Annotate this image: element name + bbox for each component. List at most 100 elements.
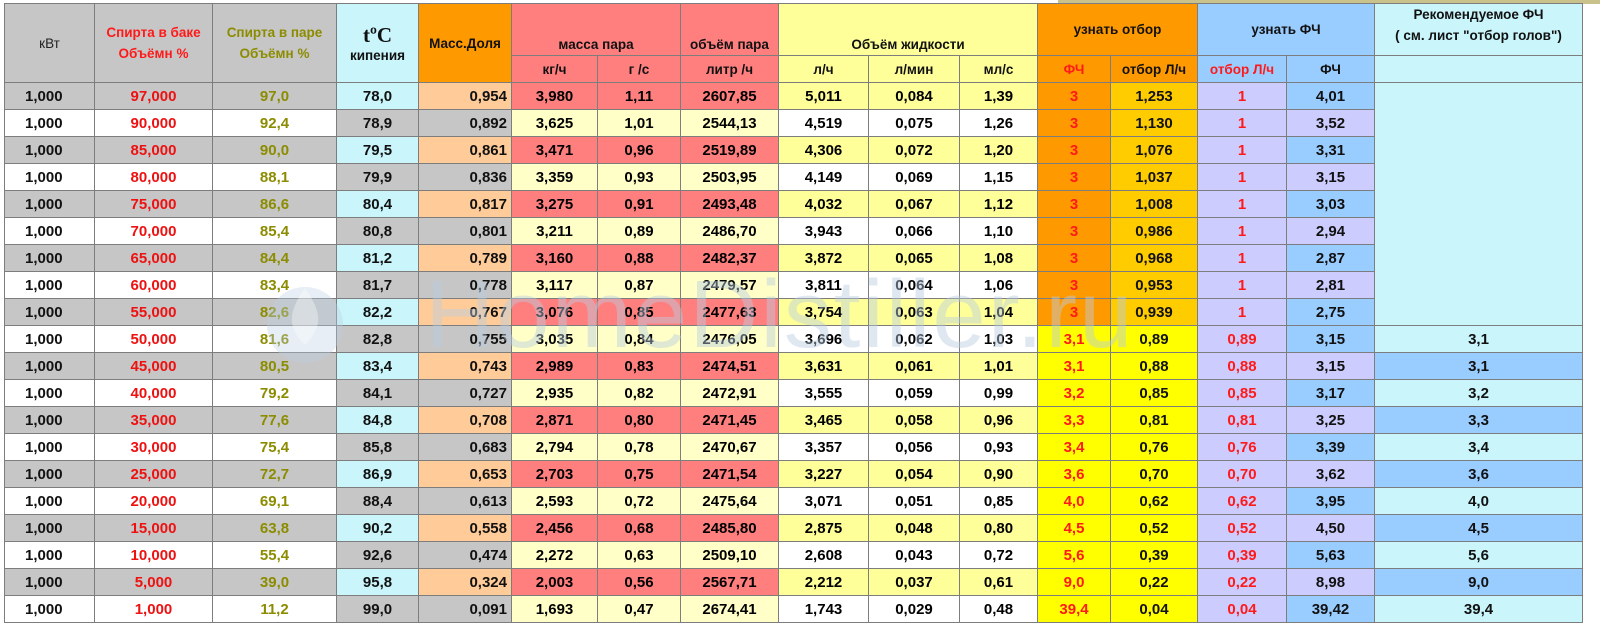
cell-mass: 0,892 — [418, 109, 512, 137]
cell-vapor-vol: 2607,85 — [680, 82, 779, 110]
cell-kgh: 1,693 — [511, 595, 598, 623]
cell-mass: 0,558 — [418, 514, 512, 542]
cell-otbor: 1,037 — [1110, 163, 1198, 191]
cell-zh-lh: 3,357 — [778, 433, 869, 461]
cell-fc: 3,6 — [1037, 460, 1111, 488]
cell-fc: 3,4 — [1037, 433, 1111, 461]
cell-par: 81,6 — [212, 325, 337, 353]
cell-zh-mls: 0,80 — [959, 514, 1038, 542]
cell-bak: 55,000 — [94, 298, 213, 326]
cell-mass: 0,324 — [418, 568, 512, 596]
cell-zh-lmin: 0,051 — [868, 487, 960, 515]
cell-bak: 1,000 — [94, 595, 213, 623]
cell-kgh: 2,272 — [511, 541, 598, 569]
cell-mass: 0,861 — [418, 136, 512, 164]
cell-kw: 1,000 — [4, 433, 95, 461]
cell-vapor-vol: 2674,41 — [680, 595, 779, 623]
cell-temp: 80,4 — [336, 190, 419, 218]
cell-zh-lh: 3,696 — [778, 325, 869, 353]
cell-gs: 1,11 — [597, 82, 681, 110]
cell-vapor-vol: 2479,57 — [680, 271, 779, 299]
cell-gs: 0,88 — [597, 244, 681, 272]
cell-gs: 0,89 — [597, 217, 681, 245]
cell-bak: 80,000 — [94, 163, 213, 191]
header-zh-mls: мл/с — [959, 55, 1038, 83]
header-zh-lh: л/ч — [778, 55, 869, 83]
cell-bak: 90,000 — [94, 109, 213, 137]
cell-otbor: 0,85 — [1110, 379, 1198, 407]
cell-par: 72,7 — [212, 460, 337, 488]
cell-mass: 0,801 — [418, 217, 512, 245]
cell-par: 82,6 — [212, 298, 337, 326]
cell-temp: 88,4 — [336, 487, 419, 515]
cell-zh-mls: 1,03 — [959, 325, 1038, 353]
cell-bak: 5,000 — [94, 568, 213, 596]
header-uznat-fc: узнать ФЧ — [1197, 3, 1375, 56]
header-obem-para: объём пара — [680, 3, 779, 56]
cell-gs: 0,63 — [597, 541, 681, 569]
table-row: 1,000 55,000 82,6 82,2 0,767 3,076 0,85 2477,63… — [4, 298, 1583, 326]
cell-par: 90,0 — [212, 136, 337, 164]
cell-temp: 85,8 — [336, 433, 419, 461]
cell-fc2: 3,17 — [1286, 379, 1375, 407]
cell-zh-lh: 2,212 — [778, 568, 869, 596]
rec-blank-block — [1374, 82, 1583, 326]
cell-fc2: 2,94 — [1286, 217, 1375, 245]
cell-vapor-vol: 2485,80 — [680, 514, 779, 542]
cell-fc2: 8,98 — [1286, 568, 1375, 596]
cell-par: 83,4 — [212, 271, 337, 299]
cell-fc2: 2,87 — [1286, 244, 1375, 272]
cell-otbor2: 1 — [1197, 271, 1287, 299]
table-row: 1,000 75,000 86,6 80,4 0,817 3,275 0,91 2493,48… — [4, 190, 1583, 218]
cell-fc2: 3,62 — [1286, 460, 1375, 488]
cell-otbor2: 0,85 — [1197, 379, 1287, 407]
table-row: 1,000 40,000 79,2 84,1 0,727 2,935 0,82 2472,91… — [4, 379, 1583, 407]
cell-zh-mls: 1,39 — [959, 82, 1038, 110]
cell-vapor-vol: 2567,71 — [680, 568, 779, 596]
cell-kw: 1,000 — [4, 109, 95, 137]
cell-par: 86,6 — [212, 190, 337, 218]
cell-kw: 1,000 — [4, 271, 95, 299]
cell-zh-lmin: 0,062 — [868, 325, 960, 353]
top-strip — [0, 0, 1600, 5]
cell-bak: 65,000 — [94, 244, 213, 272]
cell-mass: 0,817 — [418, 190, 512, 218]
cell-fc: 3 — [1037, 244, 1111, 272]
cell-kw: 1,000 — [4, 82, 95, 110]
header-rec: Рекомендуемое ФЧ ( см. лист "отбор голов… — [1374, 3, 1583, 56]
cell-kgh: 3,211 — [511, 217, 598, 245]
cell-vapor-vol: 2482,37 — [680, 244, 779, 272]
cell-par: 39,0 — [212, 568, 337, 596]
cell-otbor: 0,986 — [1110, 217, 1198, 245]
cell-rec: 4,0 — [1374, 487, 1583, 515]
cell-fc2: 3,15 — [1286, 325, 1375, 353]
cell-otbor: 0,89 — [1110, 325, 1198, 353]
cell-par: 97,0 — [212, 82, 337, 110]
cell-fc: 3 — [1037, 217, 1111, 245]
cell-temp: 84,8 — [336, 406, 419, 434]
cell-kw: 1,000 — [4, 298, 95, 326]
cell-par: 84,4 — [212, 244, 337, 272]
header-par-line1: Спирта в паре — [226, 25, 323, 40]
cell-par: 77,6 — [212, 406, 337, 434]
cell-vapor-vol: 2519,89 — [680, 136, 779, 164]
cell-bak: 60,000 — [94, 271, 213, 299]
cell-par: 88,1 — [212, 163, 337, 191]
table-row: 1,000 90,000 92,4 78,9 0,892 3,625 1,01 2544,13… — [4, 109, 1583, 137]
cell-mass: 0,755 — [418, 325, 512, 353]
cell-rec: 3,1 — [1374, 325, 1583, 353]
cell-vapor-vol: 2509,10 — [680, 541, 779, 569]
header-temp-symbol: tºC — [362, 23, 393, 47]
cell-otbor2: 1 — [1197, 298, 1287, 326]
cell-rec: 3,4 — [1374, 433, 1583, 461]
cell-temp: 92,6 — [336, 541, 419, 569]
cell-zh-lh: 4,519 — [778, 109, 869, 137]
cell-rec: 39,4 — [1374, 595, 1583, 623]
header-zh-lmin: л/мин — [868, 55, 960, 83]
cell-mass: 0,743 — [418, 352, 512, 380]
cell-kgh: 3,359 — [511, 163, 598, 191]
cell-par: 79,2 — [212, 379, 337, 407]
cell-kw: 1,000 — [4, 244, 95, 272]
cell-kgh: 2,593 — [511, 487, 598, 515]
